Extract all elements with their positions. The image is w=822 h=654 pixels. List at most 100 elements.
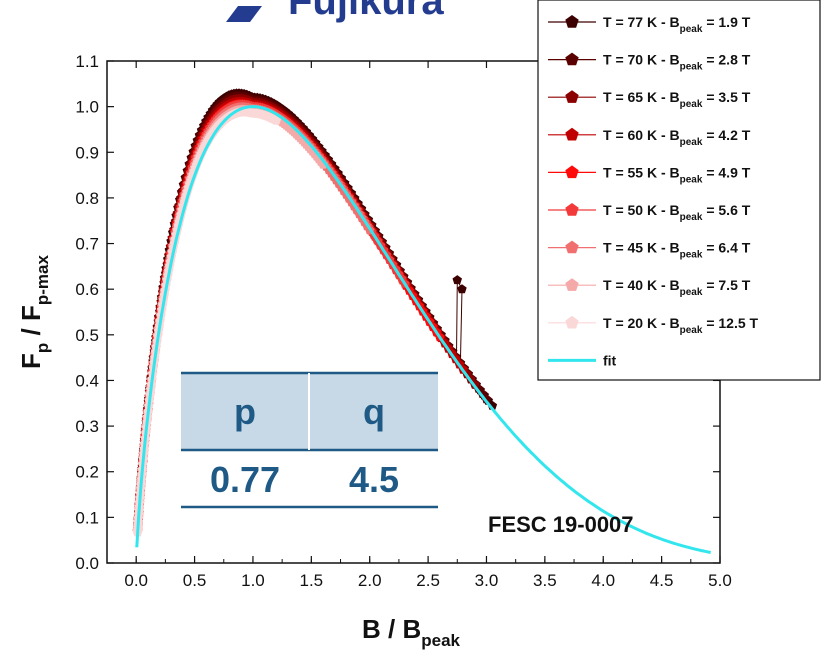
legend-label-sub: peak	[680, 250, 703, 261]
legend-entry: T = 70 K - Bpeak = 2.8 T	[548, 52, 751, 73]
y-tick-label: 0.4	[75, 371, 99, 390]
legend-label: T = 60 K - Bpeak = 4.2 T	[603, 127, 751, 148]
x-tick-label: 1.0	[241, 571, 265, 590]
legend-label-suffix: = 12.5 T	[702, 315, 758, 331]
y-tick-label: 0.9	[75, 143, 99, 162]
y-tick-label: 0.8	[75, 189, 99, 208]
legend-label-prefix: T = 65 K - B	[603, 89, 680, 105]
y-tick-label: 1.1	[75, 52, 99, 71]
series-layer	[132, 88, 498, 537]
legend-marker	[565, 315, 579, 329]
x-tick-label: 5.0	[708, 571, 732, 590]
legend-label-suffix: = 6.4 T	[702, 240, 750, 256]
table-header-p: p	[234, 391, 256, 432]
y-axis-title: Fp / Fp-max	[16, 255, 52, 369]
legend-label: T = 40 K - Bpeak = 7.5 T	[603, 277, 751, 298]
y-tick-label: 0.0	[75, 554, 99, 573]
x-axis-title-sub: peak	[421, 631, 460, 650]
y-tick-label: 0.1	[75, 508, 99, 527]
legend-label-sub: peak	[680, 62, 703, 73]
legend-marker	[565, 240, 579, 254]
y-tick-label: 0.3	[75, 417, 99, 436]
x-axis-title: B / Bpeak	[362, 614, 461, 650]
legend-label-prefix: T = 77 K - B	[603, 14, 680, 30]
legend-label-prefix: T = 70 K - B	[603, 52, 680, 68]
x-tick-label: 4.0	[591, 571, 615, 590]
legend-entry: T = 45 K - Bpeak = 6.4 T	[548, 240, 751, 261]
legend-label-sub: peak	[680, 24, 703, 35]
legend-label-prefix: T = 20 K - B	[603, 315, 680, 331]
x-axis-title-main: B / B	[362, 614, 421, 644]
legend-fit-label: fit	[603, 352, 617, 368]
fit-curve	[135, 105, 711, 554]
legend-entry: T = 65 K - Bpeak = 3.5 T	[548, 89, 751, 110]
fit-layer	[135, 105, 711, 554]
legend-label: T = 20 K - Bpeak = 12.5 T	[603, 315, 759, 336]
data-point	[457, 284, 467, 294]
legend-label-suffix: = 1.9 T	[702, 14, 750, 30]
legend-label-suffix: = 7.5 T	[702, 277, 750, 293]
legend-label-sub: peak	[680, 99, 703, 110]
axis-ticks: 0.0 0.5 1.0 1.5 2.0 2.5 3.0 3.5 4.0 4.5 5.0 0.0 0.1 0…	[75, 52, 731, 590]
legend-label-suffix: = 4.9 T	[702, 164, 750, 180]
legend-marker	[565, 127, 579, 141]
data-point	[271, 115, 282, 125]
x-tick-label: 0.0	[124, 571, 148, 590]
table-value-q: 4.5	[349, 459, 399, 500]
legend-marker	[565, 15, 579, 28]
legend-label-sub: peak	[680, 137, 703, 148]
legend-label: T = 70 K - Bpeak = 2.8 T	[603, 52, 751, 73]
x-tick-label: 4.5	[650, 571, 674, 590]
legend-entry: T = 60 K - Bpeak = 4.2 T	[548, 127, 751, 148]
legend-label: T = 45 K - Bpeak = 6.4 T	[603, 240, 751, 261]
legend-label-prefix: T = 45 K - B	[603, 240, 680, 256]
legend-marker	[565, 203, 579, 216]
data-point	[452, 275, 462, 285]
series-3	[132, 96, 468, 536]
legend-entry-fit: fit	[548, 352, 617, 368]
table-value-p: 0.77	[210, 459, 280, 500]
legend-entry: T = 50 K - Bpeak = 5.6 T	[548, 202, 751, 223]
x-tick-label: 3.5	[533, 571, 557, 590]
legend-label-suffix: = 3.5 T	[702, 89, 750, 105]
x-tick-label: 2.0	[358, 571, 382, 590]
legend-label-suffix: = 2.8 T	[702, 52, 750, 68]
legend-entry: T = 40 K - Bpeak = 7.5 T	[548, 277, 751, 298]
x-tick-label: 3.0	[475, 571, 499, 590]
y-axis-title-main: F	[16, 353, 46, 369]
logo-mark-icon	[226, 6, 262, 22]
legend-marker	[565, 90, 579, 103]
legend-marker	[565, 165, 579, 179]
y-tick-label: 0.5	[75, 326, 99, 345]
legend-label-sub: peak	[680, 212, 703, 223]
legend-label: T = 77 K - Bpeak = 1.9 T	[603, 14, 751, 35]
legend-label: T = 55 K - Bpeak = 4.9 T	[603, 164, 751, 185]
table-header-q: q	[363, 391, 385, 432]
legend-marker	[565, 278, 579, 291]
legend-entry: T = 77 K - Bpeak = 1.9 T	[548, 14, 751, 35]
x-tick-label: 0.5	[183, 571, 207, 590]
parameter-table: p q 0.77 4.5	[181, 371, 438, 509]
y-tick-label: 0.2	[75, 463, 99, 482]
legend-entry: T = 55 K - Bpeak = 4.9 T	[548, 164, 751, 185]
y-axis-title-sub2: p-max	[33, 255, 52, 306]
legend-label-sub: peak	[680, 174, 703, 185]
sample-annotation: FESC 19-0007	[488, 512, 634, 537]
legend-label-sub: peak	[680, 325, 703, 336]
legend-label-suffix: = 4.2 T	[702, 127, 750, 143]
legend-label-sub: peak	[680, 287, 703, 298]
legend-entry: T = 20 K - Bpeak = 12.5 T	[548, 315, 759, 336]
legend-box	[537, 0, 821, 381]
y-tick-label: 1.0	[75, 98, 99, 117]
y-axis-title-mid: / F	[16, 305, 46, 343]
legend-label: T = 65 K - Bpeak = 3.5 T	[603, 89, 751, 110]
x-tick-label: 2.5	[416, 571, 440, 590]
legend-label-prefix: T = 60 K - B	[603, 127, 680, 143]
x-tick-label: 1.5	[300, 571, 324, 590]
logo-text: Fujikura	[288, 0, 444, 23]
legend-label-prefix: T = 40 K - B	[603, 277, 680, 293]
legend-label-prefix: T = 50 K - B	[603, 202, 680, 218]
y-tick-label: 0.6	[75, 280, 99, 299]
legend-marker	[565, 52, 579, 66]
y-axis-title-sub1: p	[33, 343, 52, 353]
